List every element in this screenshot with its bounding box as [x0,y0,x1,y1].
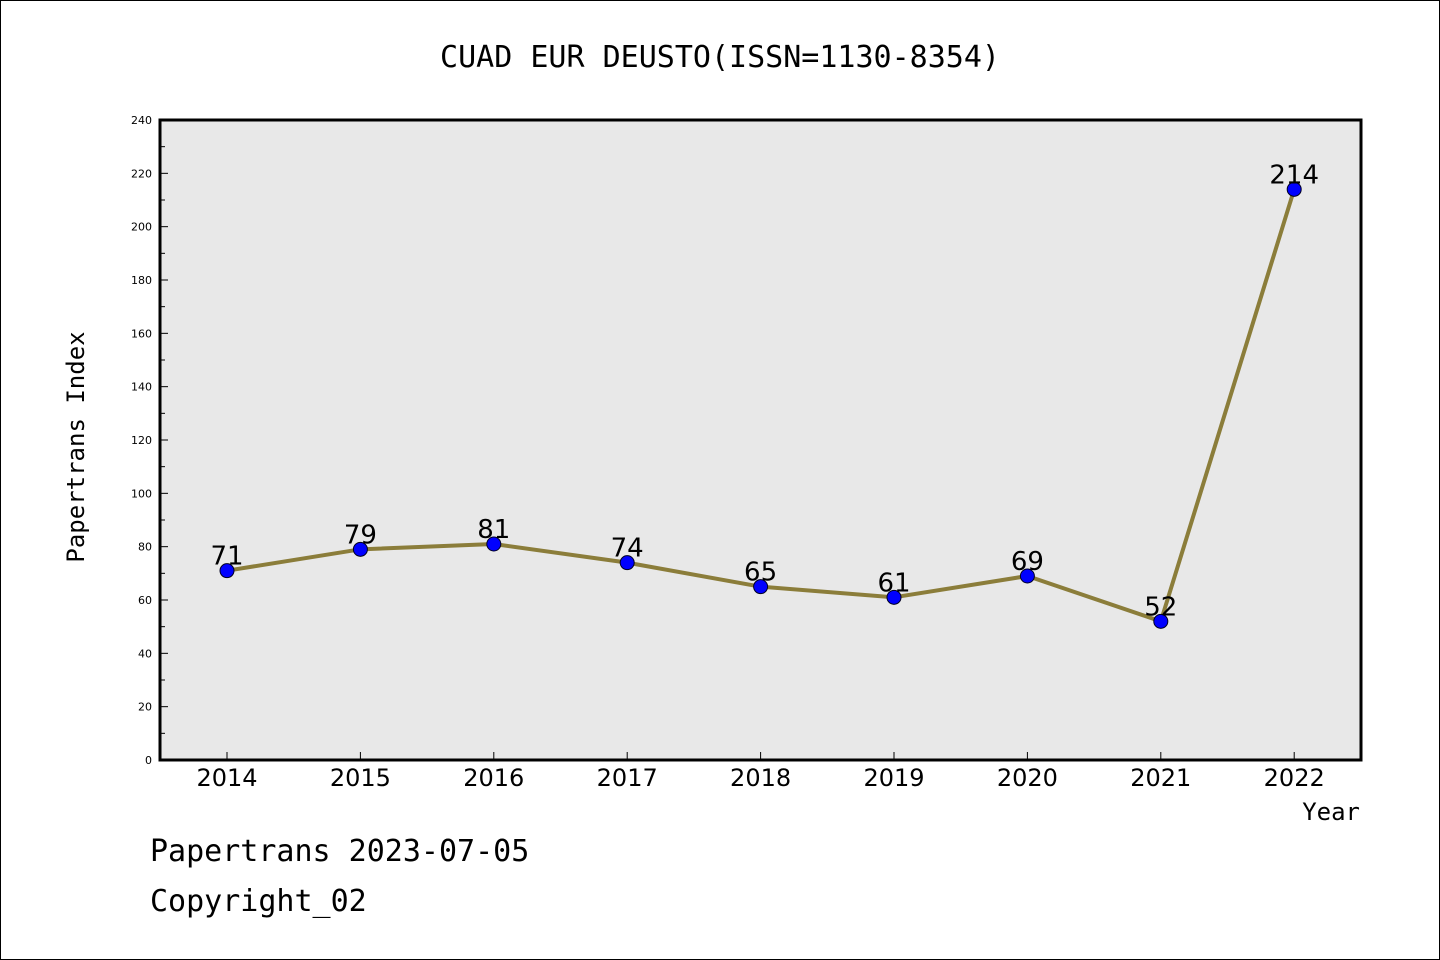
y-tick-label: 200 [131,221,152,234]
data-label: 74 [611,534,644,564]
plot-border [158,118,1363,762]
data-label: 52 [1144,592,1177,622]
x-tick-label: 2022 [1264,764,1325,792]
y-tick-label: 0 [145,754,152,767]
y-tick-label: 240 [131,114,152,127]
x-tick-label: 2017 [597,764,658,792]
footer-date: Papertrans 2023-07-05 [150,834,530,869]
x-tick-label: 2016 [463,764,524,792]
y-axis-label: Papertrans Index [62,331,90,562]
data-label: 65 [744,558,777,588]
y-tick-label: 120 [131,434,152,447]
x-tick-label: 2021 [1130,764,1191,792]
data-point [352,541,368,557]
y-tick-label: 160 [131,327,152,340]
data-point [886,589,902,605]
plot-area [160,120,1361,760]
series-layer: 71 79 81 74 65 61 69 52 214 [210,160,1319,629]
y-tick-label: 80 [138,541,152,554]
data-label: 79 [344,520,377,550]
y-tick-label: 140 [131,381,152,394]
data-point [1019,568,1035,584]
data-point [1153,613,1169,629]
data-label: 69 [1011,547,1044,577]
x-axis: 2014 2015 2016 2017 2018 2019 2020 2021 2022 [196,752,1325,792]
y-tick-label: 100 [131,487,152,500]
x-tick-label: 2020 [997,764,1058,792]
y-tick-label: 60 [138,594,152,607]
x-tick-label: 2015 [330,764,391,792]
chart-title: CUAD EUR DEUSTO(ISSN=1130-8354) [440,40,1000,75]
data-label: 61 [877,568,910,598]
data-point [1286,181,1302,197]
y-tick-label: 180 [131,274,152,287]
data-point [753,579,769,595]
y-tick-label: 220 [131,167,152,180]
data-point [219,563,235,579]
x-axis-label: Year [1302,798,1360,826]
y-tick-label: 20 [138,701,152,714]
x-tick-label: 2018 [730,764,791,792]
data-point [486,536,502,552]
data-point [619,555,635,571]
x-tick-label: 2014 [196,764,257,792]
data-label: 81 [477,515,510,545]
y-tick-label: 40 [138,647,152,660]
data-label: 214 [1269,160,1319,190]
data-label: 71 [210,542,243,572]
x-tick-label: 2019 [863,764,924,792]
footer-copyright: Copyright_02 [150,884,367,919]
